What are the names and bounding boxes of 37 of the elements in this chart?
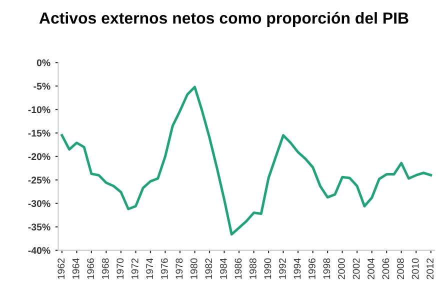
x-tick-label: 1976 [160, 258, 168, 279]
y-tick-label: -10% [28, 106, 50, 114]
y-tick-label: -35% [28, 224, 50, 230]
x-tick-label: 1968 [102, 258, 109, 279]
x-tick-label: 1988 [250, 258, 256, 279]
x-tick-label: 1996 [308, 258, 316, 279]
x-tick-label: 1980 [190, 258, 198, 279]
x-tick-label: 2010 [412, 258, 419, 280]
x-tick-label: 1978 [176, 258, 183, 279]
x-tick-label: 2004 [368, 258, 374, 280]
chart-title: Activos externos netos como proporción del PIB [39, 12, 408, 27]
x-tick-label: 1974 [146, 258, 154, 279]
y-tick-label: 0% [36, 59, 50, 66]
y-tick-label: -20% [28, 153, 50, 160]
x-tick-label: 1990 [264, 258, 272, 279]
y-tick-label: -15% [28, 130, 50, 137]
x-tick-label: 1984 [220, 258, 227, 279]
x-tick-label: 1992 [279, 258, 286, 279]
x-tick-label: 1998 [323, 258, 330, 279]
x-tick-label: 2008 [397, 258, 404, 280]
y-tick-label: -30% [28, 200, 50, 208]
x-tick-label: 2006 [382, 258, 390, 280]
x-tick-label: 1964 [72, 258, 80, 279]
y-tick-label: -40% [28, 247, 50, 254]
x-tick-label: 1970 [116, 258, 124, 279]
line-series [60, 86, 432, 236]
x-tick-label: 1986 [234, 258, 242, 279]
x-tick-label: 1994 [294, 258, 301, 279]
x-tick-label: 2012 [426, 258, 434, 280]
x-tick-label: 1982 [205, 258, 212, 279]
x-tick-label: 1962 [58, 258, 65, 279]
x-tick-label: 1966 [87, 258, 94, 279]
y-tick-label: -5% [34, 82, 50, 90]
y-tick-label: -25% [28, 176, 50, 184]
x-tick-label: 1972 [131, 258, 138, 279]
x-tick-label: 2000 [338, 258, 345, 280]
x-tick-label: 2002 [352, 258, 360, 280]
